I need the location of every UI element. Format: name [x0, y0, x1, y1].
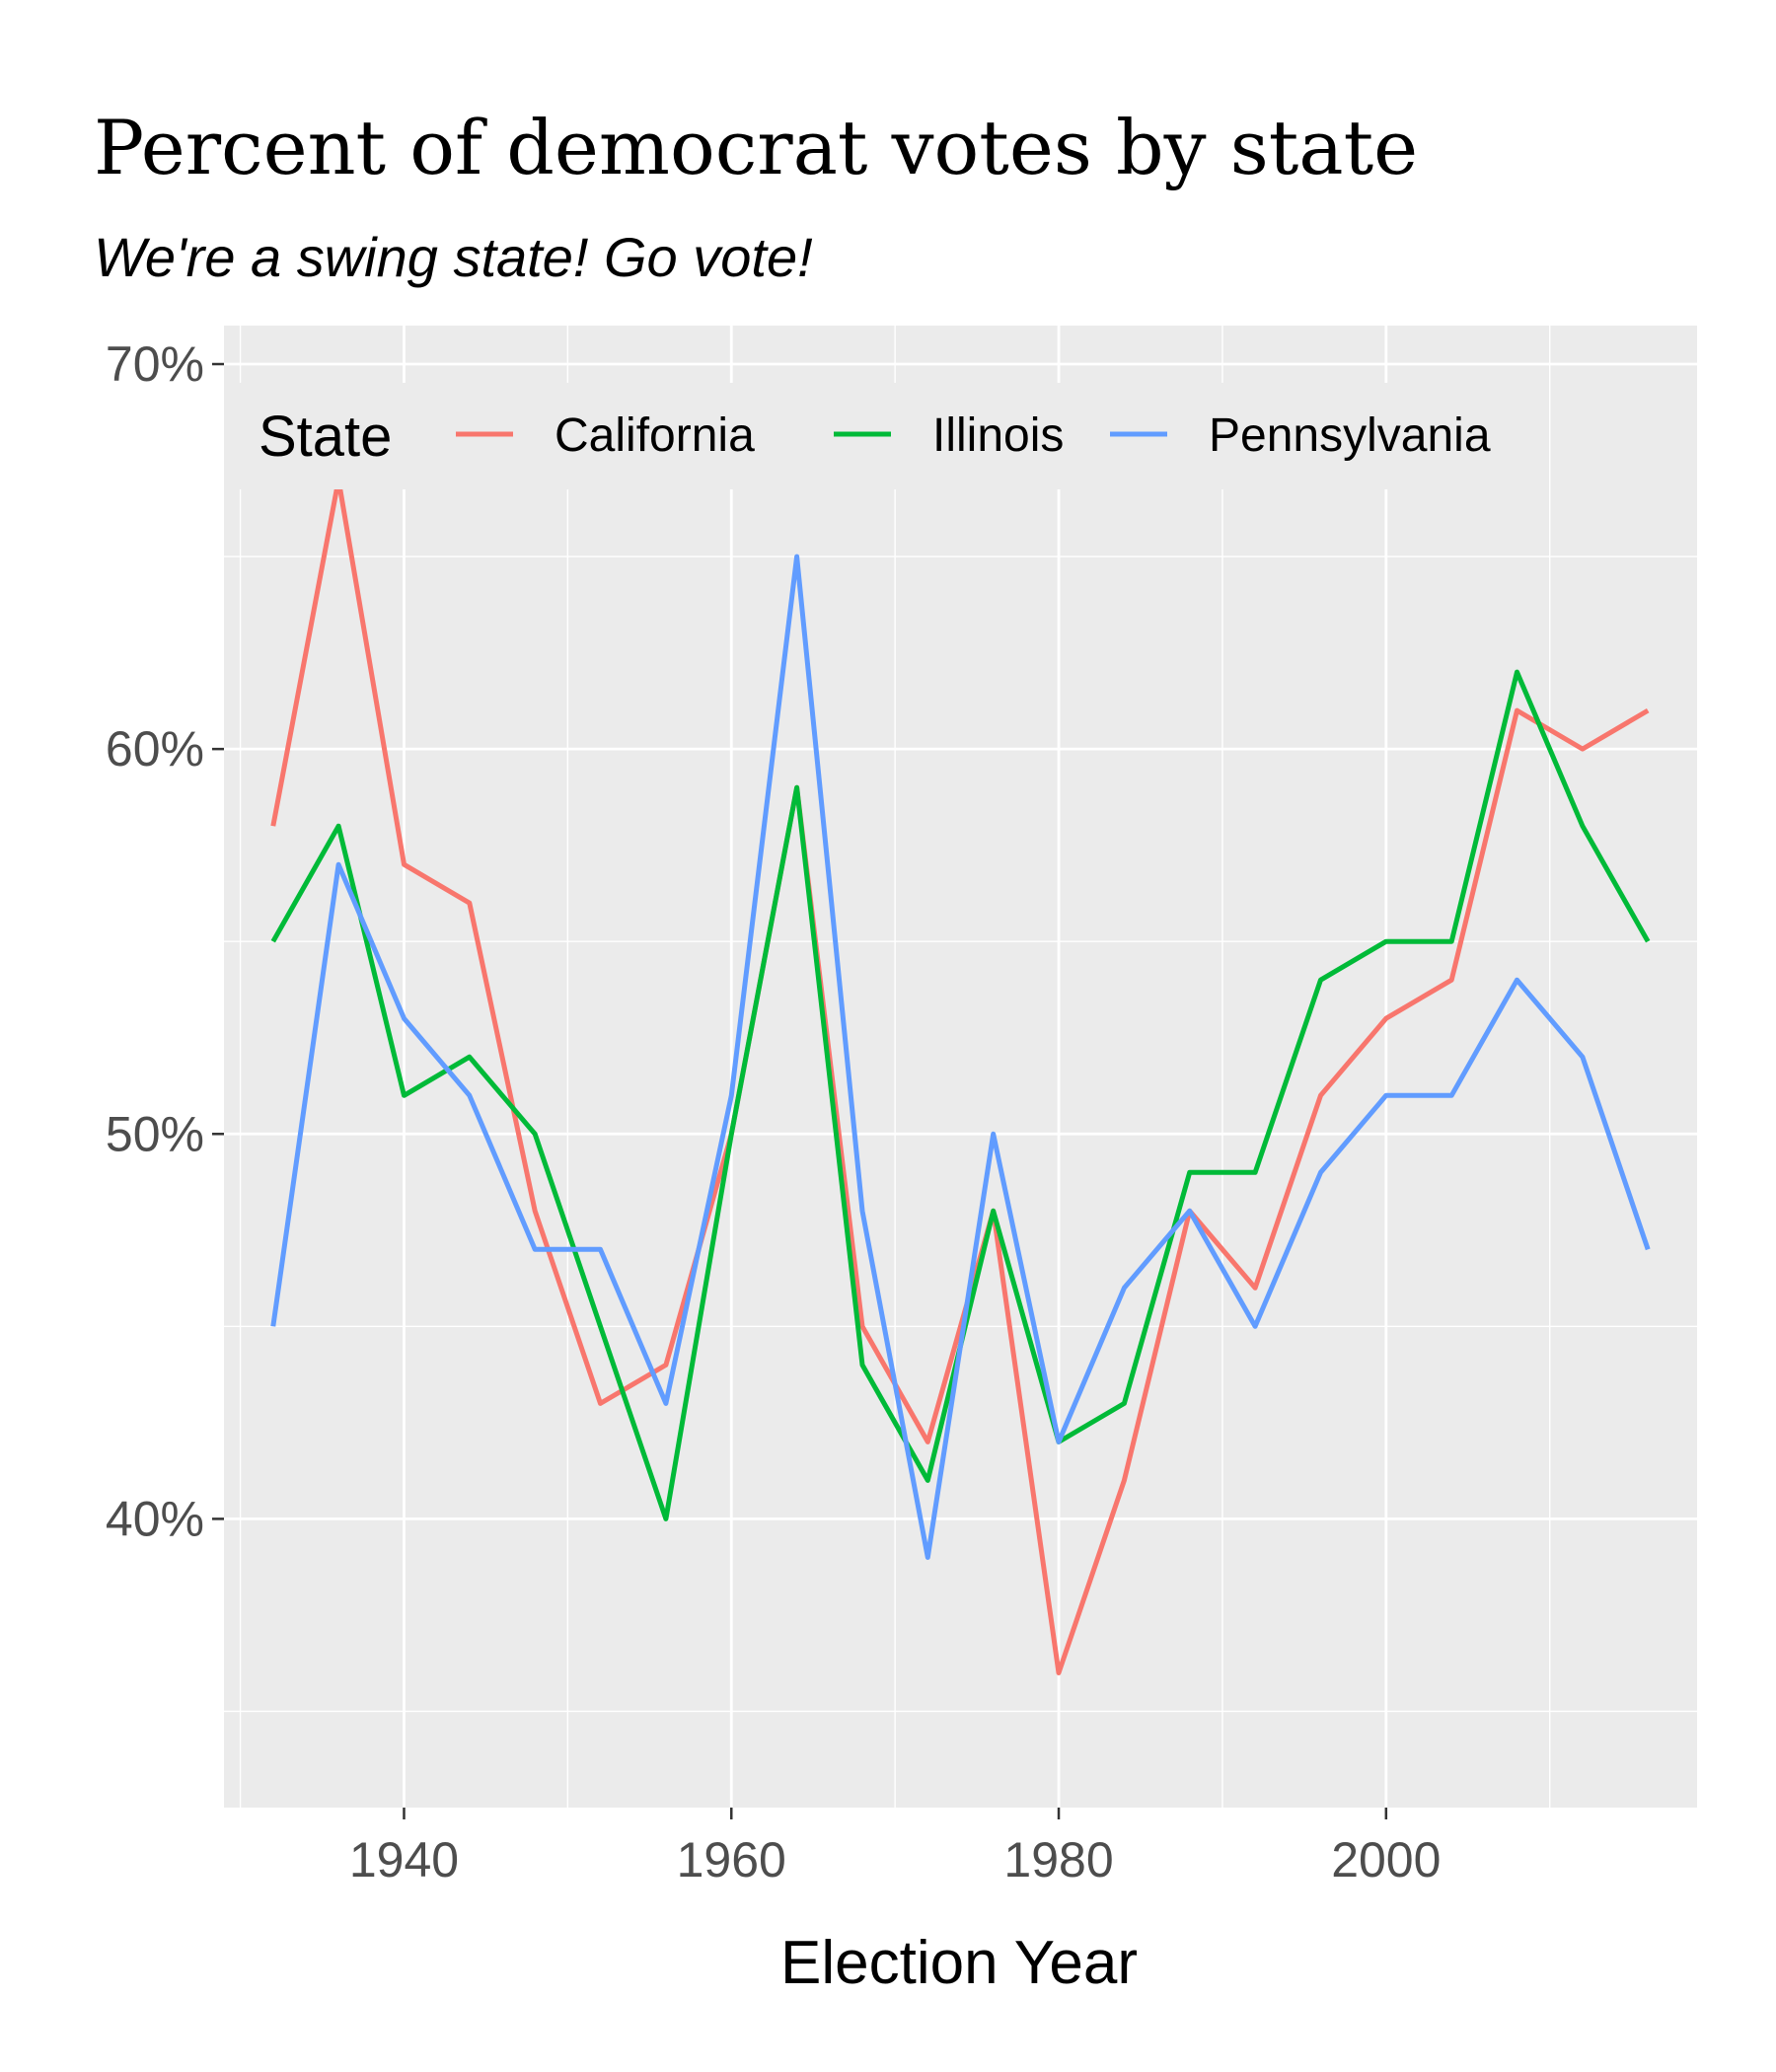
x-tick-label: 1960	[677, 1832, 786, 1887]
y-tick-label: 60%	[106, 721, 204, 777]
legend-items: California Illinois Pennsylvania	[456, 409, 1491, 462]
legend-label-california: California	[555, 409, 755, 462]
x-tick-label: 1980	[1003, 1832, 1113, 1887]
major-gridlines	[224, 326, 1697, 1808]
y-tick-label: 40%	[106, 1491, 204, 1546]
x-axis-title: Election Year	[780, 1929, 1138, 1997]
plot-panel	[224, 326, 1697, 1808]
series-lines	[270, 477, 1651, 1675]
x-tick-label: 1940	[349, 1832, 459, 1887]
legend: State California Illinois Pennsylvania	[237, 383, 1519, 489]
chart-subtitle: We're a swing state! Go vote!	[94, 226, 813, 288]
legend-title: State	[259, 405, 392, 469]
y-tick-label: 50%	[106, 1106, 204, 1161]
y-tick-label: 70%	[106, 336, 204, 392]
series-line-california	[270, 477, 1650, 1675]
legend-label-pennsylvania: Pennsylvania	[1209, 409, 1491, 462]
x-axis: 1940 1960 1980 2000	[349, 1808, 1441, 1887]
x-tick-label: 2000	[1331, 1832, 1441, 1887]
minor-gridlines	[224, 326, 1697, 1808]
chart-title: Percent of democrat votes by state	[94, 104, 1418, 191]
y-axis: 40% 50% 60% 70%	[106, 336, 224, 1546]
series-line-pennsylvania	[270, 554, 1651, 1560]
legend-label-illinois: Illinois	[932, 409, 1064, 462]
